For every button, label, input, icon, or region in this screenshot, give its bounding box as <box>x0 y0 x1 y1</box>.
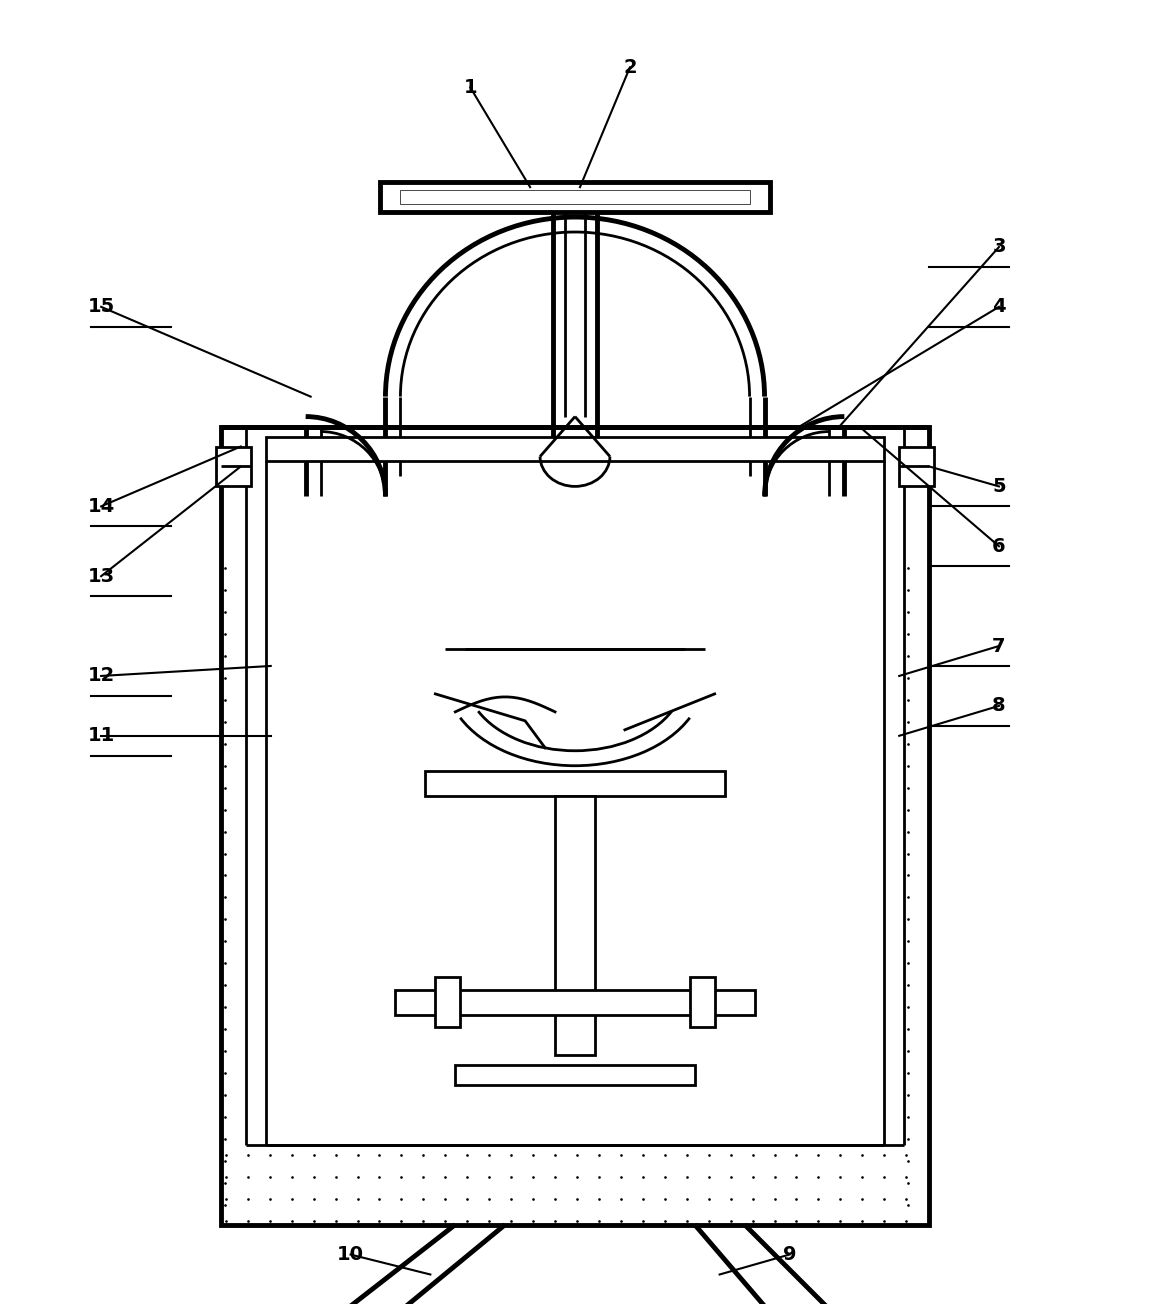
Text: 5: 5 <box>992 477 1006 496</box>
Text: 2: 2 <box>623 57 637 77</box>
Text: 9: 9 <box>783 1245 796 1264</box>
Bar <box>396 990 754 1015</box>
Text: 4: 4 <box>992 298 1006 316</box>
Bar <box>221 427 929 1225</box>
Bar <box>216 447 251 486</box>
Text: 6: 6 <box>992 537 1006 556</box>
Text: 15: 15 <box>87 298 115 316</box>
Bar <box>266 436 884 461</box>
Text: 7: 7 <box>992 636 1006 656</box>
Text: 11: 11 <box>87 726 115 746</box>
Bar <box>690 977 714 1027</box>
Text: 8: 8 <box>992 696 1006 716</box>
Bar <box>400 191 750 204</box>
Bar <box>436 977 460 1027</box>
Bar <box>426 771 724 795</box>
Text: 12: 12 <box>87 666 115 686</box>
Bar <box>555 795 595 1055</box>
Text: 10: 10 <box>337 1245 365 1264</box>
Text: 1: 1 <box>463 78 477 97</box>
Text: 3: 3 <box>992 238 1006 256</box>
Text: 13: 13 <box>87 567 115 585</box>
Bar <box>455 1064 695 1085</box>
Bar <box>381 182 769 212</box>
Bar <box>899 447 934 486</box>
Text: 14: 14 <box>87 496 115 516</box>
